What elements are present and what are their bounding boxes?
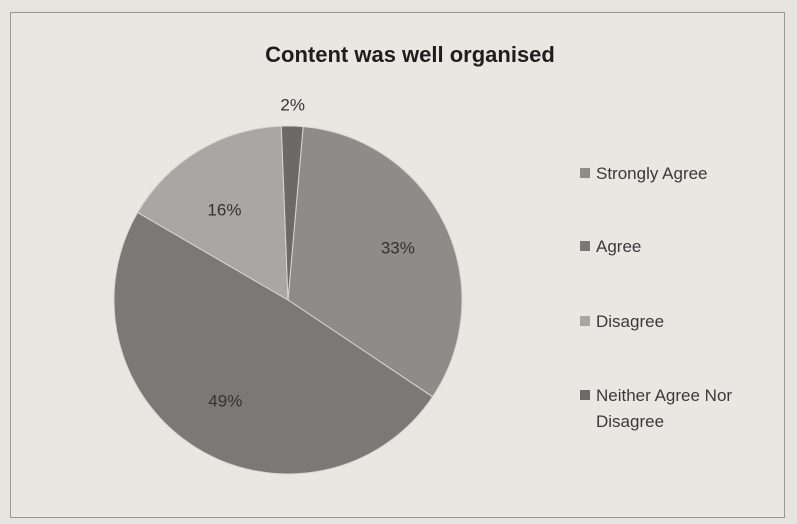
pie-data-labels: 33% 49% 16% 2% bbox=[207, 96, 414, 411]
data-label-strongly-agree: 33% bbox=[381, 238, 415, 257]
legend-label-agree: Agree bbox=[596, 237, 641, 256]
legend-label-disagree: Disagree bbox=[596, 312, 664, 331]
legend-label-strongly-agree: Strongly Agree bbox=[596, 164, 708, 183]
pie-slice-agree bbox=[113, 211, 434, 475]
legend-item-neither-agree-nor-disagree: Neither Agree Nor Disagree bbox=[580, 386, 732, 431]
legend-swatch-strongly-agree bbox=[580, 168, 590, 178]
pie-slice-disagree bbox=[136, 125, 289, 301]
legend-swatch-agree bbox=[580, 241, 590, 251]
chart-legend: Strongly Agree Agree Disagree Neither Agree… bbox=[580, 164, 732, 431]
chart-title: Content was well organised bbox=[265, 42, 555, 67]
data-label-disagree: 16% bbox=[207, 201, 241, 220]
legend-item-disagree: Disagree bbox=[580, 312, 664, 331]
legend-swatch-disagree bbox=[580, 316, 590, 326]
pie-slices bbox=[113, 125, 463, 475]
pie-slice-strongly-agree bbox=[287, 126, 463, 398]
pie-slice-neither-agree-nor-disagree bbox=[280, 125, 304, 301]
legend-label-neither-agree-nor-disagree: Neither Agree Nor Disagree bbox=[596, 386, 732, 431]
data-label-agree: 49% bbox=[208, 391, 242, 410]
legend-item-agree: Agree bbox=[580, 237, 641, 256]
data-label-neither-agree-nor-disagree: 2% bbox=[280, 96, 305, 115]
legend-item-strongly-agree: Strongly Agree bbox=[580, 164, 708, 183]
legend-swatch-neither-agree-nor-disagree bbox=[580, 390, 590, 400]
